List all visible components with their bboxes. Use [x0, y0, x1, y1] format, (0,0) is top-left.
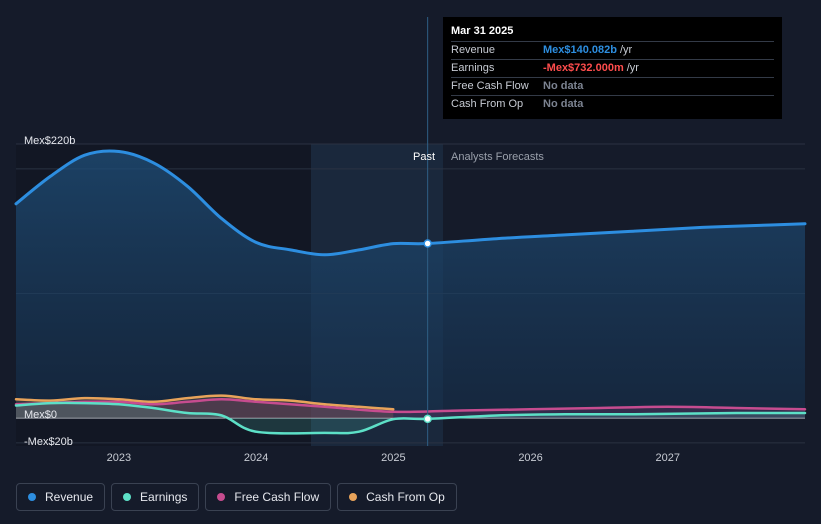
tooltip-label: Revenue	[451, 44, 496, 56]
tooltip-label: Cash From Op	[451, 98, 524, 110]
revenue-area	[16, 150, 805, 418]
x-tick-label: 2023	[107, 452, 131, 464]
tooltip-date: Mar 31 2025	[451, 25, 514, 37]
x-tick-label: 2026	[518, 452, 542, 464]
forecast-label: Analysts Forecasts	[451, 151, 544, 163]
legend-label: Cash From Op	[366, 490, 445, 504]
tooltip-row-cash-from-op: Cash From Op No data	[451, 95, 774, 113]
cash-from-op-dot-icon	[349, 493, 358, 501]
tooltip: Mar 31 2025 Revenue Mex$140.082b /yr Ear…	[443, 17, 782, 119]
legend-label: Free Cash Flow	[234, 490, 320, 504]
legend-item-revenue[interactable]: Revenue	[16, 483, 106, 511]
revenue-line	[14, 149, 807, 257]
tooltip-value: No data	[543, 98, 584, 110]
x-axis-labels: 2023 2024 2025 2026 2027	[107, 452, 680, 464]
tooltip-row-free-cash-flow: Free Cash Flow No data	[451, 77, 774, 95]
earnings-line	[14, 401, 807, 435]
legend-item-cash-from-op[interactable]: Cash From Op	[337, 483, 457, 511]
revenue-dot-icon	[28, 493, 36, 501]
legend-label: Earnings	[140, 490, 188, 504]
y-tick-label: -Mex$20b	[24, 436, 73, 448]
earnings-point	[423, 414, 432, 424]
tooltip-value: No data	[543, 80, 584, 92]
legend: Revenue Earnings Free Cash Flow Cash Fro…	[16, 483, 457, 511]
tooltip-row-earnings: Earnings -Mex$732.000m /yr	[451, 59, 774, 77]
y-axis-labels: Mex$220b Mex$0 -Mex$20b	[24, 135, 75, 448]
tooltip-label: Earnings	[451, 62, 495, 74]
tooltip-value: -Mex$732.000m	[543, 62, 624, 74]
tooltip-label: Free Cash Flow	[451, 80, 529, 92]
legend-label: Revenue	[45, 490, 94, 504]
x-tick-label: 2027	[656, 452, 680, 464]
earnings-dot-icon	[123, 493, 132, 501]
tooltip-value: Mex$140.082b	[543, 44, 617, 56]
revenue-point	[423, 239, 432, 248]
cash-from-op-line	[14, 394, 395, 411]
tooltip-unit: /yr	[626, 62, 639, 74]
legend-item-free-cash-flow[interactable]: Free Cash Flow	[205, 483, 332, 511]
y-tick-label: Mex$0	[24, 409, 57, 421]
y-tick-label: Mex$220b	[24, 135, 75, 147]
series-lines	[14, 149, 807, 435]
free-cash-flow-line	[14, 398, 807, 414]
tooltip-row-revenue: Revenue Mex$140.082b /yr	[451, 41, 774, 59]
x-tick-label: 2024	[244, 452, 268, 464]
free-cash-flow-dot-icon	[217, 493, 226, 501]
x-tick-label: 2025	[381, 452, 405, 464]
past-label: Past	[413, 151, 435, 163]
highlight-points	[423, 239, 432, 424]
legend-item-earnings[interactable]: Earnings	[111, 483, 200, 511]
tooltip-unit: /yr	[620, 44, 633, 56]
